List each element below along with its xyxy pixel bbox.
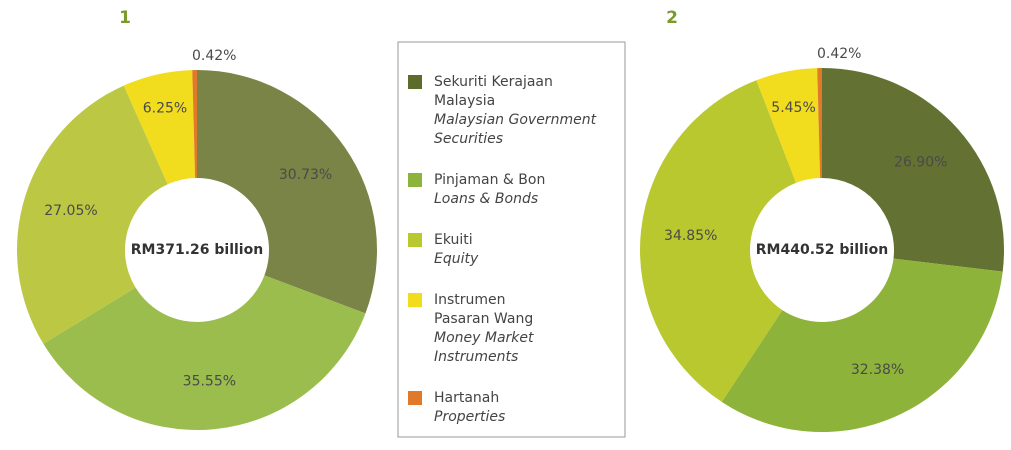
slice [822,68,1004,272]
legend-name: Hartanah [434,390,499,406]
legend-name: Instrumen [434,292,506,308]
legend-swatch [408,391,422,405]
center-label: RM371.26 billion [131,242,263,258]
legend-name: Sekuriti Kerajaan [434,74,553,90]
data-label: 0.42% [192,48,236,64]
data-label: 0.42% [817,46,861,62]
data-label: 26.90% [894,154,947,170]
slice [756,68,821,183]
legend-translation: Instruments [434,349,518,365]
chart-title: 1 [119,8,131,28]
legend-translation: Money Market [434,330,534,346]
data-label: 6.25% [143,101,187,117]
slice [192,70,197,179]
slice [640,80,797,402]
legend-name: Ekuiti [434,232,473,248]
legend-swatch [408,75,422,89]
legend-name: Pasaran Wang [434,311,533,327]
data-label: 34.85% [664,228,717,244]
legend-translation: Properties [434,409,505,425]
data-label: 30.73% [279,167,332,183]
slice [43,275,366,431]
legend-swatch [408,173,422,187]
legend-box [397,41,626,438]
legend-swatch [408,293,422,307]
chart-title: 2 [666,8,678,28]
legend-translation: Loans & Bonds [434,191,538,207]
data-label: 27.05% [44,203,97,219]
slice [817,68,822,179]
slice [123,70,196,185]
data-label: 35.55% [183,373,236,389]
slice [721,258,1003,432]
data-label: 5.45% [771,100,815,116]
legend-name: Malaysia [434,93,495,109]
legend-name: Pinjaman & Bon [434,172,545,188]
slice [17,85,168,344]
legend-swatch [408,233,422,247]
legend-translation: Securities [434,131,503,147]
data-label: 32.38% [851,362,904,378]
legend-translation: Equity [434,251,479,267]
slice [197,70,377,314]
center-label: RM440.52 billion [756,242,888,258]
legend-translation: Malaysian Government [434,112,597,128]
